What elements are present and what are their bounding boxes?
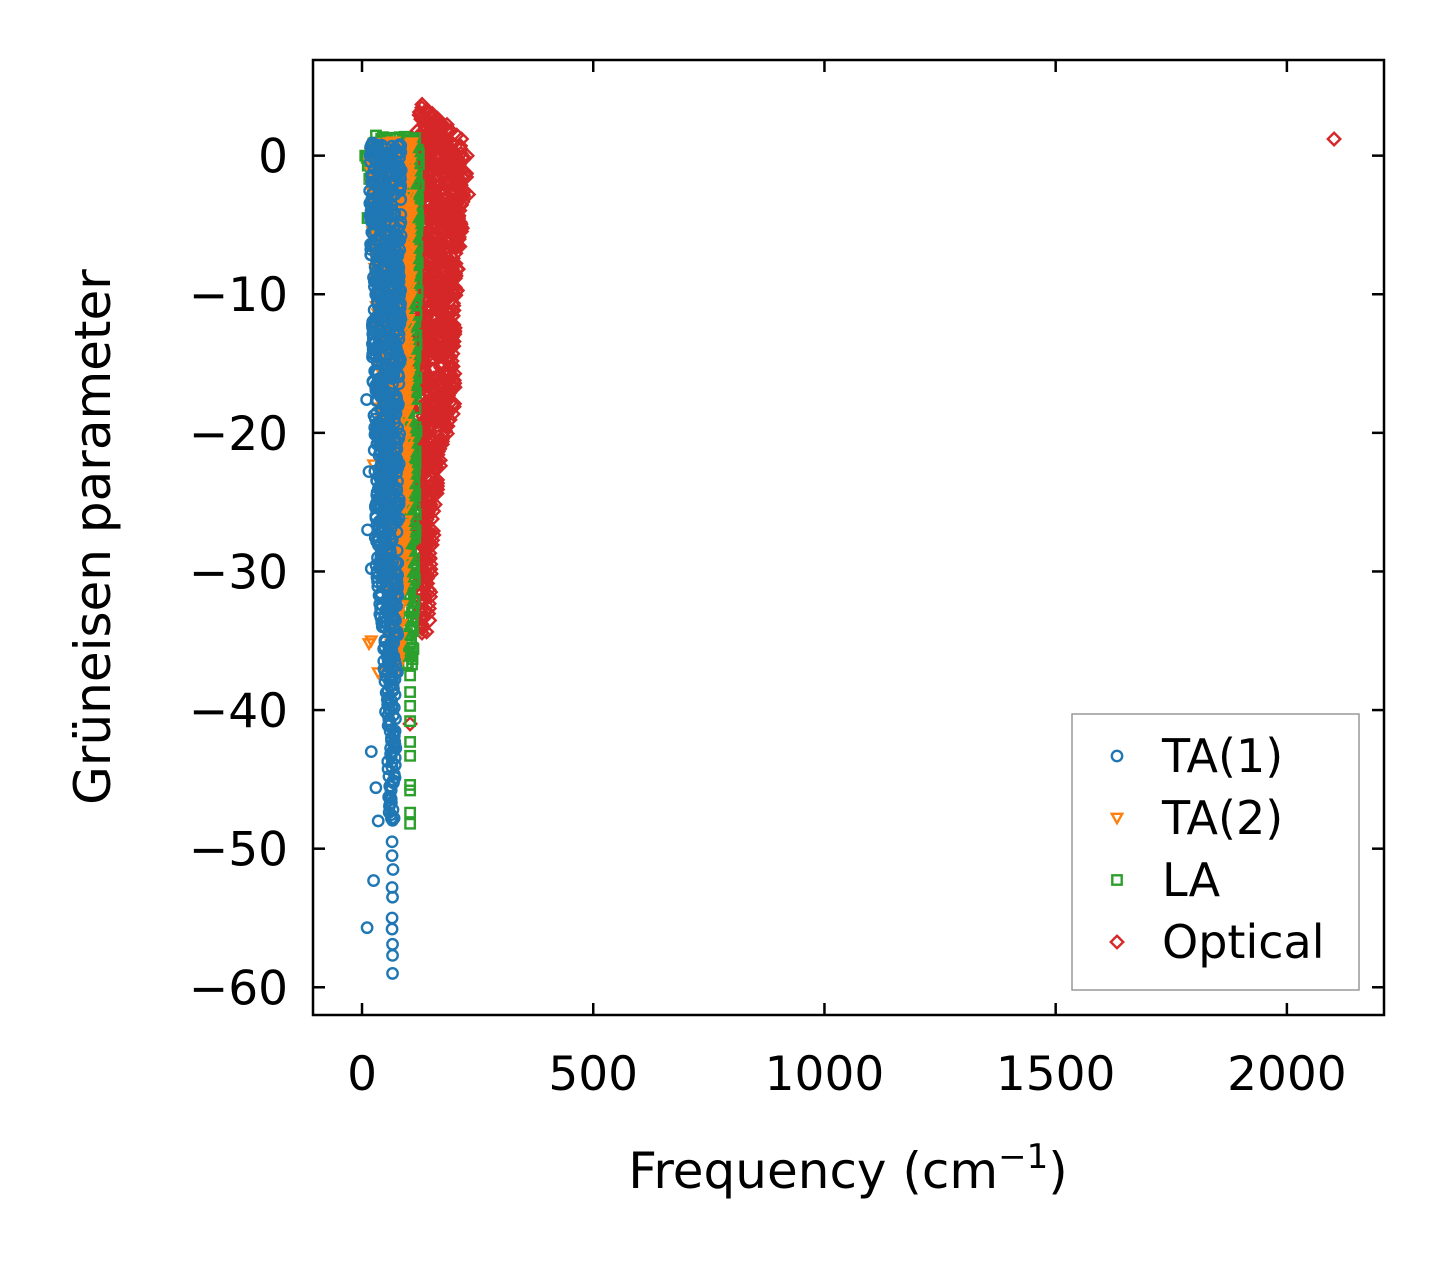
data-point (364, 635, 379, 649)
data-point (371, 814, 385, 828)
plot-frame (311, 58, 1386, 1017)
data-point (455, 188, 472, 205)
data-point (386, 967, 399, 980)
data-point (381, 228, 394, 241)
data-point (386, 937, 399, 951)
data-point (390, 544, 404, 557)
legend-label: LA (1162, 853, 1221, 907)
data-point (385, 835, 399, 849)
legend-label: TA(2) (1161, 791, 1283, 845)
legend-label: Optical (1162, 915, 1324, 969)
data-point (386, 948, 399, 962)
data-point (453, 131, 470, 147)
data-point (363, 149, 377, 163)
data-point (460, 186, 477, 203)
data-point (362, 465, 376, 479)
series-optical (402, 96, 1342, 732)
data-point (404, 715, 417, 728)
data-point (392, 377, 406, 391)
series-ta-1- (360, 136, 408, 980)
data-point (404, 686, 417, 698)
data-point (384, 371, 398, 384)
x-tick-label: 0 (347, 1047, 377, 1102)
plot-points (359, 96, 1342, 980)
x-tick-label: 1000 (765, 1047, 885, 1102)
data-point (364, 562, 378, 576)
data-point (418, 623, 435, 640)
y-tick-label: −20 (189, 407, 288, 462)
data-point (367, 874, 380, 887)
data-point (421, 595, 437, 612)
data-point (385, 911, 399, 925)
axis-ticks: 0 500 1000 1500 2000 0 −10 −20 −30 −40 −50 −60 (189, 60, 1384, 1102)
data-point (404, 700, 417, 712)
y-tick-label: 0 (258, 130, 288, 185)
data-point (403, 189, 418, 203)
data-point (360, 393, 374, 406)
data-point (386, 863, 400, 876)
data-point (445, 405, 461, 422)
x-tick-label: 1500 (996, 1047, 1116, 1102)
x-tick-label: 2000 (1227, 1047, 1347, 1102)
data-point (445, 302, 462, 319)
data-point (385, 849, 399, 863)
data-point (404, 669, 417, 682)
data-point (404, 736, 417, 748)
legend-marker-circle-icon (1110, 749, 1124, 763)
data-point (404, 749, 417, 762)
data-point (451, 238, 468, 255)
legend-label: TA(1) (1161, 729, 1283, 783)
data-point (402, 234, 417, 248)
y-tick-label: −10 (189, 268, 288, 323)
x-tick-label: 500 (548, 1047, 638, 1102)
legend-item: TA(2) (1109, 791, 1283, 845)
legend-item: TA(1) (1110, 729, 1283, 783)
data-point (446, 398, 462, 415)
data-point (401, 320, 417, 334)
x-axis-label: Frequency (cm−1) (628, 1137, 1068, 1200)
data-point (369, 781, 383, 795)
data-point (361, 523, 374, 537)
data-point (364, 745, 378, 759)
data-point (447, 245, 464, 262)
data-point (360, 921, 374, 935)
data-point (430, 413, 446, 430)
legend-item: Optical (1109, 915, 1324, 969)
data-point (448, 235, 465, 251)
legend-item: LA (1111, 853, 1221, 907)
y-axis-label: Grüneisen parameter (64, 269, 122, 805)
legend-marker-square-icon (1111, 874, 1123, 886)
data-point (385, 922, 399, 936)
data-point (404, 806, 417, 819)
data-point (1326, 131, 1342, 147)
data-point (404, 784, 417, 797)
data-point (439, 418, 456, 435)
data-point (433, 130, 449, 147)
data-point (394, 193, 408, 206)
data-point (384, 783, 398, 797)
legend-marker-diamond-icon (1109, 934, 1125, 950)
y-tick-label: −30 (189, 545, 288, 600)
data-point (422, 186, 438, 203)
legend: TA(1) TA(2) LA Optical (1071, 713, 1360, 991)
data-point (386, 890, 399, 904)
data-point (447, 279, 464, 296)
data-point (400, 366, 415, 380)
data-point (386, 813, 399, 827)
y-tick-label: −60 (189, 961, 288, 1016)
data-point (403, 142, 419, 156)
y-tick-label: −40 (189, 684, 288, 739)
y-tick-label: −50 (189, 823, 288, 878)
data-point (402, 282, 418, 296)
data-point (404, 817, 417, 830)
legend-marker-triangle-down-icon (1109, 812, 1125, 826)
